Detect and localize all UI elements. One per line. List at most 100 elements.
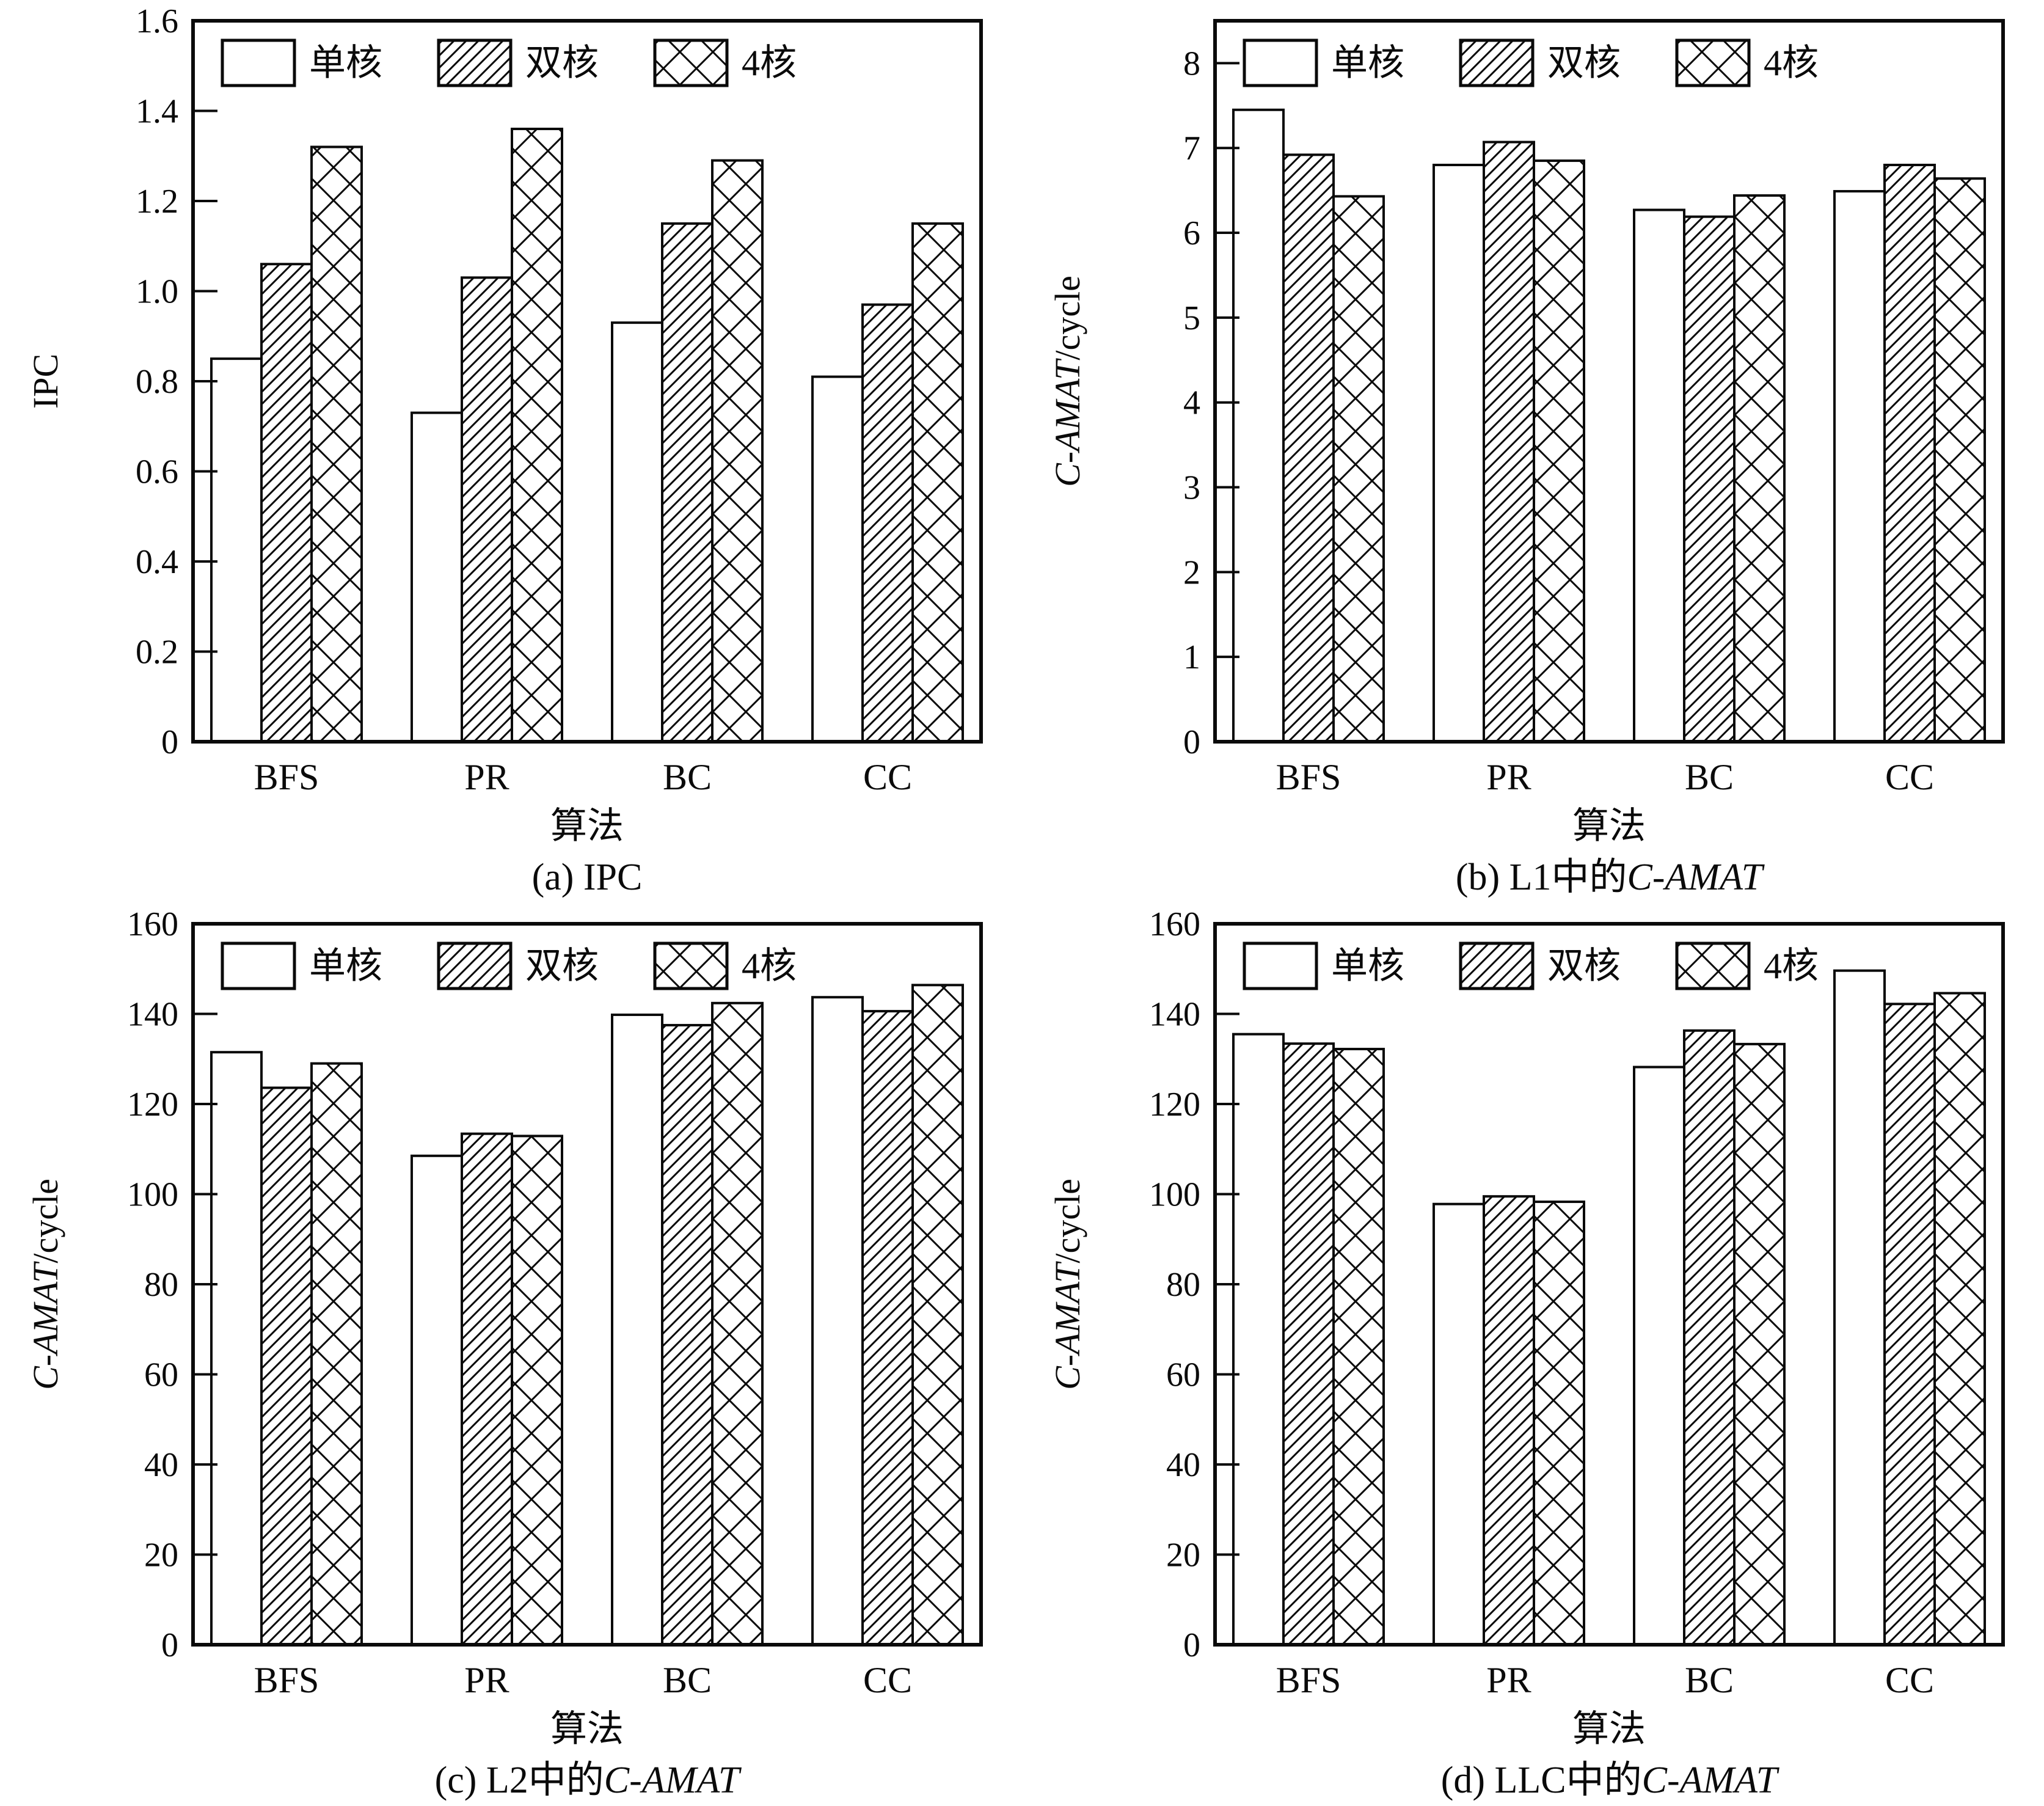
y-tick-label: 8 xyxy=(1183,45,1200,82)
x-category-label: BFS xyxy=(1276,757,1341,797)
y-axis-label-segment: C-AMAT xyxy=(1048,1261,1087,1390)
y-tick-label: 160 xyxy=(127,905,178,943)
bar xyxy=(911,984,964,1646)
y-tick-label: 80 xyxy=(1166,1266,1200,1304)
bar xyxy=(411,411,463,743)
bar xyxy=(1483,141,1535,744)
legend-swatch xyxy=(1459,38,1535,87)
y-tick-label: 40 xyxy=(144,1446,178,1484)
legend-swatch xyxy=(1675,941,1751,990)
plot-frame xyxy=(1213,922,2005,1647)
chart-cell-d: 0 20 40 60 80 100 120 140 160 单核 双核 4核 BFS PR BC CC 算法 C-… xyxy=(1022,903,2044,1806)
y-tick-label: 120 xyxy=(1149,1086,1200,1124)
y-tick-label: 100 xyxy=(1149,1176,1200,1214)
chart-caption-segment: C-AMAT xyxy=(1642,1760,1780,1801)
bar xyxy=(1683,1029,1736,1647)
chart-caption: (b) L1中的C-AMAT xyxy=(1456,857,1765,898)
chart-caption-segment: (a) IPC xyxy=(532,857,643,898)
chart-caption: (c) L2中的C-AMAT xyxy=(435,1760,742,1801)
bar xyxy=(861,1010,914,1647)
legend-label: 双核 xyxy=(525,43,599,83)
chart-caption-segment: (c) L2中的 xyxy=(435,1760,604,1801)
y-tick-label: 7 xyxy=(1183,130,1200,167)
y-axis-label: IPC xyxy=(26,354,65,409)
chart-caption: (d) LLC中的C-AMAT xyxy=(1441,1760,1780,1801)
bar xyxy=(661,1023,714,1646)
x-category-label: BC xyxy=(663,757,712,797)
x-category-label: CC xyxy=(863,1660,912,1700)
bar xyxy=(1282,153,1335,743)
chart-a-svg: 0 0.2 0.4 0.6 0.8 1.0 1.2 1.4 1.6 单核 双核 4核 BFS PR BC CC… xyxy=(26,2,983,898)
y-tick-label: 2 xyxy=(1183,554,1200,591)
bar xyxy=(661,222,714,743)
legend-swatch xyxy=(1243,941,1318,990)
y-tick-label: 5 xyxy=(1183,299,1200,337)
legend-swatch xyxy=(1675,38,1751,87)
y-tick-label: 100 xyxy=(127,1176,178,1214)
bar xyxy=(1332,1048,1385,1646)
bar xyxy=(611,1013,663,1647)
bar xyxy=(210,1051,263,1646)
bar xyxy=(310,145,363,743)
chart-caption: (a) IPC xyxy=(532,857,643,898)
x-category-label: BC xyxy=(663,1660,712,1700)
legend-swatch xyxy=(1459,941,1535,990)
x-category-label: BC xyxy=(1685,757,1734,797)
bar xyxy=(310,1062,363,1646)
x-category-label: PR xyxy=(464,1660,509,1700)
legend-swatch xyxy=(437,941,513,990)
y-tick-label: 3 xyxy=(1183,469,1200,507)
legend-swatch xyxy=(1243,38,1318,87)
x-category-label: BFS xyxy=(254,1660,319,1700)
y-tick-label: 0 xyxy=(1183,1626,1200,1664)
bar xyxy=(1433,1202,1485,1647)
bar xyxy=(911,222,964,743)
legend-label: 单核 xyxy=(309,946,382,986)
x-category-label: CC xyxy=(863,757,912,797)
legend-label: 单核 xyxy=(1331,946,1404,986)
bar xyxy=(511,128,563,743)
legend-swatch xyxy=(653,941,729,990)
chart-cell-c: 0 20 40 60 80 100 120 140 160 单核 双核 4核 BFS PR BC CC 算法 C-… xyxy=(0,903,1022,1806)
y-tick-label: 1.4 xyxy=(136,93,178,131)
bar xyxy=(1683,215,1736,743)
y-tick-label: 120 xyxy=(127,1086,178,1124)
bar xyxy=(1433,164,1485,743)
y-tick-label: 160 xyxy=(1149,905,1200,943)
y-tick-label: 20 xyxy=(144,1537,178,1574)
x-category-label: BFS xyxy=(1276,1660,1341,1700)
bar xyxy=(1733,194,1786,744)
y-tick-label: 1 xyxy=(1183,638,1200,676)
y-tick-label: 140 xyxy=(127,996,178,1034)
chart-cell-a: 0 0.2 0.4 0.6 0.8 1.0 1.2 1.4 1.6 单核 双核 4核 BFS PR BC CC… xyxy=(0,0,1022,903)
legend-swatch xyxy=(437,38,513,87)
legend-label: 单核 xyxy=(309,43,382,83)
y-axis-label-segment: /cycle xyxy=(26,1179,65,1263)
chart-c-svg: 0 20 40 60 80 100 120 140 160 单核 双核 4核 BFS PR BC CC 算法 C-… xyxy=(26,905,983,1801)
chart-b-svg: 0 1 2 3 4 5 6 7 8 单核 双核 4核 BFS PR BC CC 算法 C-AMAT/cycle (b… xyxy=(1048,19,2005,898)
bar xyxy=(711,1001,764,1646)
y-tick-label: 1.6 xyxy=(136,2,178,40)
bar xyxy=(461,1132,513,1646)
bar xyxy=(260,263,313,743)
y-tick-label: 0 xyxy=(161,1626,178,1664)
x-category-label: CC xyxy=(1885,757,1934,797)
y-tick-label: 4 xyxy=(1183,384,1200,422)
legend-label: 双核 xyxy=(525,946,599,986)
legend-swatch xyxy=(653,38,729,87)
x-category-label: PR xyxy=(1486,757,1531,797)
bar xyxy=(811,996,864,1646)
bar xyxy=(611,321,663,743)
y-axis-label-segment: /cycle xyxy=(1048,1179,1087,1263)
legend-label: 单核 xyxy=(1331,43,1404,83)
bar xyxy=(861,303,914,743)
bar xyxy=(1282,1042,1335,1647)
y-axis-label: C-AMAT/cycle xyxy=(26,1179,65,1390)
bar xyxy=(711,159,764,743)
legend-swatch xyxy=(221,941,296,990)
chart-caption-segment: C-AMAT xyxy=(1627,857,1765,898)
legend-swatch xyxy=(221,38,296,87)
bar xyxy=(260,1086,313,1646)
legend-label: 4核 xyxy=(742,43,797,83)
y-axis-label-segment: C-AMAT xyxy=(26,1261,65,1390)
